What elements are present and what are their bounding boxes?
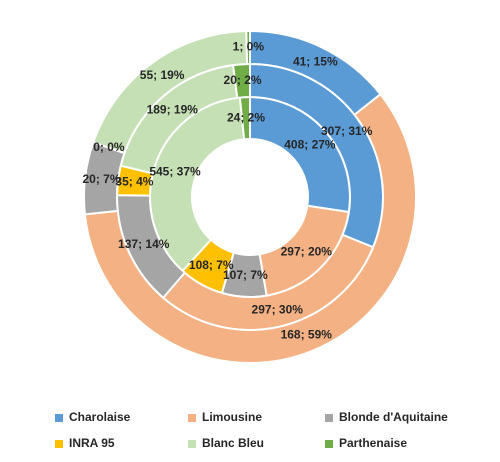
legend-swatch <box>188 440 196 448</box>
data-label: 20; 7% <box>82 172 120 186</box>
legend-label: Blanc Bleu <box>202 436 264 450</box>
segments <box>83 29 417 364</box>
legend-swatch <box>325 440 333 448</box>
legend-label: INRA 95 <box>69 436 115 450</box>
data-label: 0; 0% <box>93 140 125 154</box>
data-label: 20; 2% <box>224 73 262 87</box>
donut-segment <box>245 29 251 66</box>
legend-label: Charolaise <box>69 410 131 424</box>
legend-swatch <box>55 440 63 448</box>
legend-label: Blonde d'Aquitaine <box>339 410 448 424</box>
data-label: 35; 4% <box>115 175 153 189</box>
data-label: 41; 15% <box>293 55 338 69</box>
data-label: 108; 7% <box>189 258 234 272</box>
legend-swatch <box>188 414 196 422</box>
data-label: 297; 30% <box>252 302 304 316</box>
legend-label: Limousine <box>202 410 262 424</box>
data-label: 545; 37% <box>149 164 201 178</box>
data-label: 297; 20% <box>281 245 333 259</box>
data-label: 408; 27% <box>284 138 336 152</box>
legend-swatch <box>325 414 333 422</box>
data-label: 107; 7% <box>223 268 268 282</box>
legend-label: Parthenaise <box>339 436 407 450</box>
donut-segment <box>83 92 417 364</box>
data-label: 24; 2% <box>227 110 265 124</box>
data-label: 55; 19% <box>140 68 185 82</box>
data-label: 307; 31% <box>321 124 373 138</box>
data-label: 168; 59% <box>281 328 333 342</box>
data-label: 1; 0% <box>233 40 265 54</box>
data-label: 189; 19% <box>147 102 199 116</box>
legend-swatch <box>55 414 63 422</box>
data-label: 137; 14% <box>118 237 170 251</box>
